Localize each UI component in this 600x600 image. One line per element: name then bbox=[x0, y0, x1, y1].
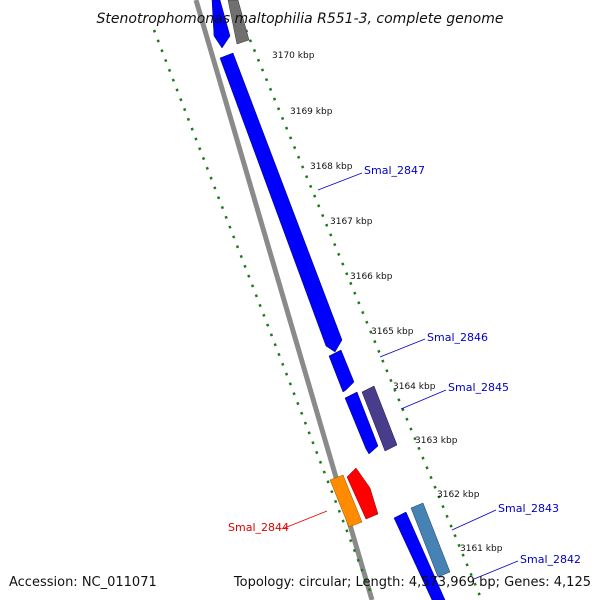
gene-arrow-smal-2842[interactable] bbox=[393, 511, 446, 600]
leader-line bbox=[451, 509, 497, 531]
gene-arrow-orange[interactable] bbox=[329, 474, 363, 528]
tick-label: 3169 kbp bbox=[290, 107, 333, 117]
gene-labels: Smal_2847 Smal_2846 Smal_2845 Smal_2844 … bbox=[228, 164, 581, 566]
gene-label-smal-2842[interactable]: Smal_2842 bbox=[520, 553, 581, 566]
tick-label: 3167 kbp bbox=[330, 217, 373, 227]
gene-arrows bbox=[211, 0, 451, 600]
gene-label-smal-2845[interactable]: Smal_2845 bbox=[448, 381, 509, 394]
leader-line bbox=[473, 560, 519, 580]
tick-label: 3168 kbp bbox=[310, 162, 353, 172]
tick-labels: 3170 kbp 3169 kbp 3168 kbp 3167 kbp 3166… bbox=[272, 51, 503, 554]
leader-line bbox=[379, 338, 426, 358]
gene-arrow-blue-mid[interactable] bbox=[344, 391, 379, 455]
scale-line-outer bbox=[244, 29, 482, 597]
map-title: Stenotrophomonas maltophilia R551-3, com… bbox=[97, 11, 504, 27]
tick-label: 3162 kbp bbox=[437, 490, 480, 500]
gene-arrow-top-grey[interactable] bbox=[227, 0, 250, 45]
tick-label: 3164 kbp bbox=[393, 382, 436, 392]
accession-label: Accession: NC_011071 bbox=[9, 575, 157, 590]
gene-arrow-smal-2845[interactable] bbox=[361, 385, 398, 452]
gene-arrow-smal-2846[interactable] bbox=[328, 349, 355, 393]
scale-line-inner bbox=[152, 29, 374, 597]
tick-label: 3161 kbp bbox=[460, 544, 503, 554]
gene-arrow-smal-2843[interactable] bbox=[410, 502, 451, 578]
gene-arrow-smal-2847[interactable] bbox=[219, 52, 343, 353]
tick-label: 3165 kbp bbox=[371, 327, 414, 337]
genome-summary: Topology: circular; Length: 4,573,969 bp… bbox=[233, 575, 591, 590]
leader-line bbox=[400, 389, 447, 410]
gene-label-leaders bbox=[281, 172, 519, 580]
gene-label-smal-2843[interactable]: Smal_2843 bbox=[498, 502, 559, 515]
gene-label-smal-2844[interactable]: Smal_2844 bbox=[228, 521, 289, 534]
leader-line bbox=[317, 172, 363, 191]
gene-arrow-top-blue[interactable] bbox=[211, 0, 231, 49]
gene-label-smal-2846[interactable]: Smal_2846 bbox=[427, 331, 488, 344]
tick-label: 3170 kbp bbox=[272, 51, 315, 61]
leader-line bbox=[281, 510, 328, 530]
gene-label-smal-2847[interactable]: Smal_2847 bbox=[364, 164, 425, 177]
tick-label: 3163 kbp bbox=[415, 436, 458, 446]
tick-label: 3166 kbp bbox=[350, 272, 393, 282]
gene-arrow-smal-2844[interactable] bbox=[346, 467, 379, 520]
